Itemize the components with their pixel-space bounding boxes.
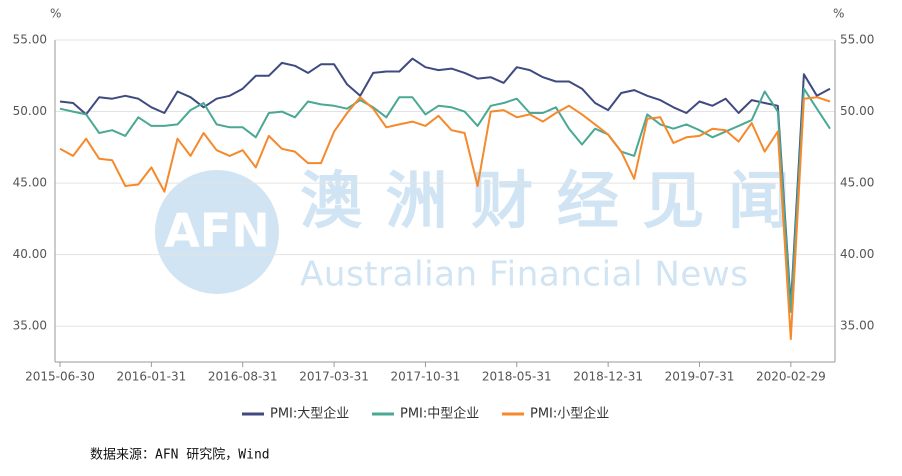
x-tick-label: 2019-07-31 — [665, 370, 735, 384]
series-line — [59, 57, 831, 308]
watermark-logo: AFN — [164, 204, 270, 258]
x-tick-label: 2018-05-31 — [482, 370, 552, 384]
y-tick-label: 45.00 — [13, 176, 47, 190]
legend-label: PMI:大型企业 — [270, 406, 349, 422]
watermark-subtitle: Australian Financial News — [300, 255, 748, 295]
y2-tick-label: 55.00 — [840, 33, 874, 47]
x-tick-label: 2017-10-31 — [391, 370, 461, 384]
y2-tick-label: 45.00 — [840, 176, 874, 190]
y-tick-label: 40.00 — [13, 247, 47, 261]
legend-label: PMI:中型企业 — [400, 406, 479, 422]
y2-tick-label: 35.00 — [840, 319, 874, 333]
x-tick-label: 2016-01-31 — [116, 370, 186, 384]
y-tick-label: 55.00 — [13, 33, 47, 47]
watermark-logo-circle — [155, 170, 279, 294]
x-tick-label: 2017-03-31 — [299, 370, 369, 384]
watermark: AFN 澳洲财经见闻 Australian Financial News — [155, 164, 790, 295]
x-tick-label: 2020-02-29 — [756, 370, 826, 384]
legend-label: PMI:小型企业 — [530, 406, 609, 422]
y-tick-label: 35.00 — [13, 319, 47, 333]
series-line — [59, 96, 831, 341]
y2-unit: % — [833, 7, 844, 21]
x-tick-label: 2015-06-30 — [25, 370, 95, 384]
y-unit: % — [50, 7, 61, 21]
x-tick-label: 2016-08-31 — [208, 370, 278, 384]
y2-tick-label: 50.00 — [840, 104, 874, 118]
x-tick-label: 2018-12-31 — [573, 370, 643, 384]
y-tick-label: 50.00 — [13, 104, 47, 118]
y2-tick-label: 40.00 — [840, 247, 874, 261]
series-line — [59, 87, 831, 313]
watermark-title: 澳洲财经见闻 — [300, 164, 790, 237]
source-note: 数据来源：AFN 研究院，Wind — [90, 448, 270, 463]
